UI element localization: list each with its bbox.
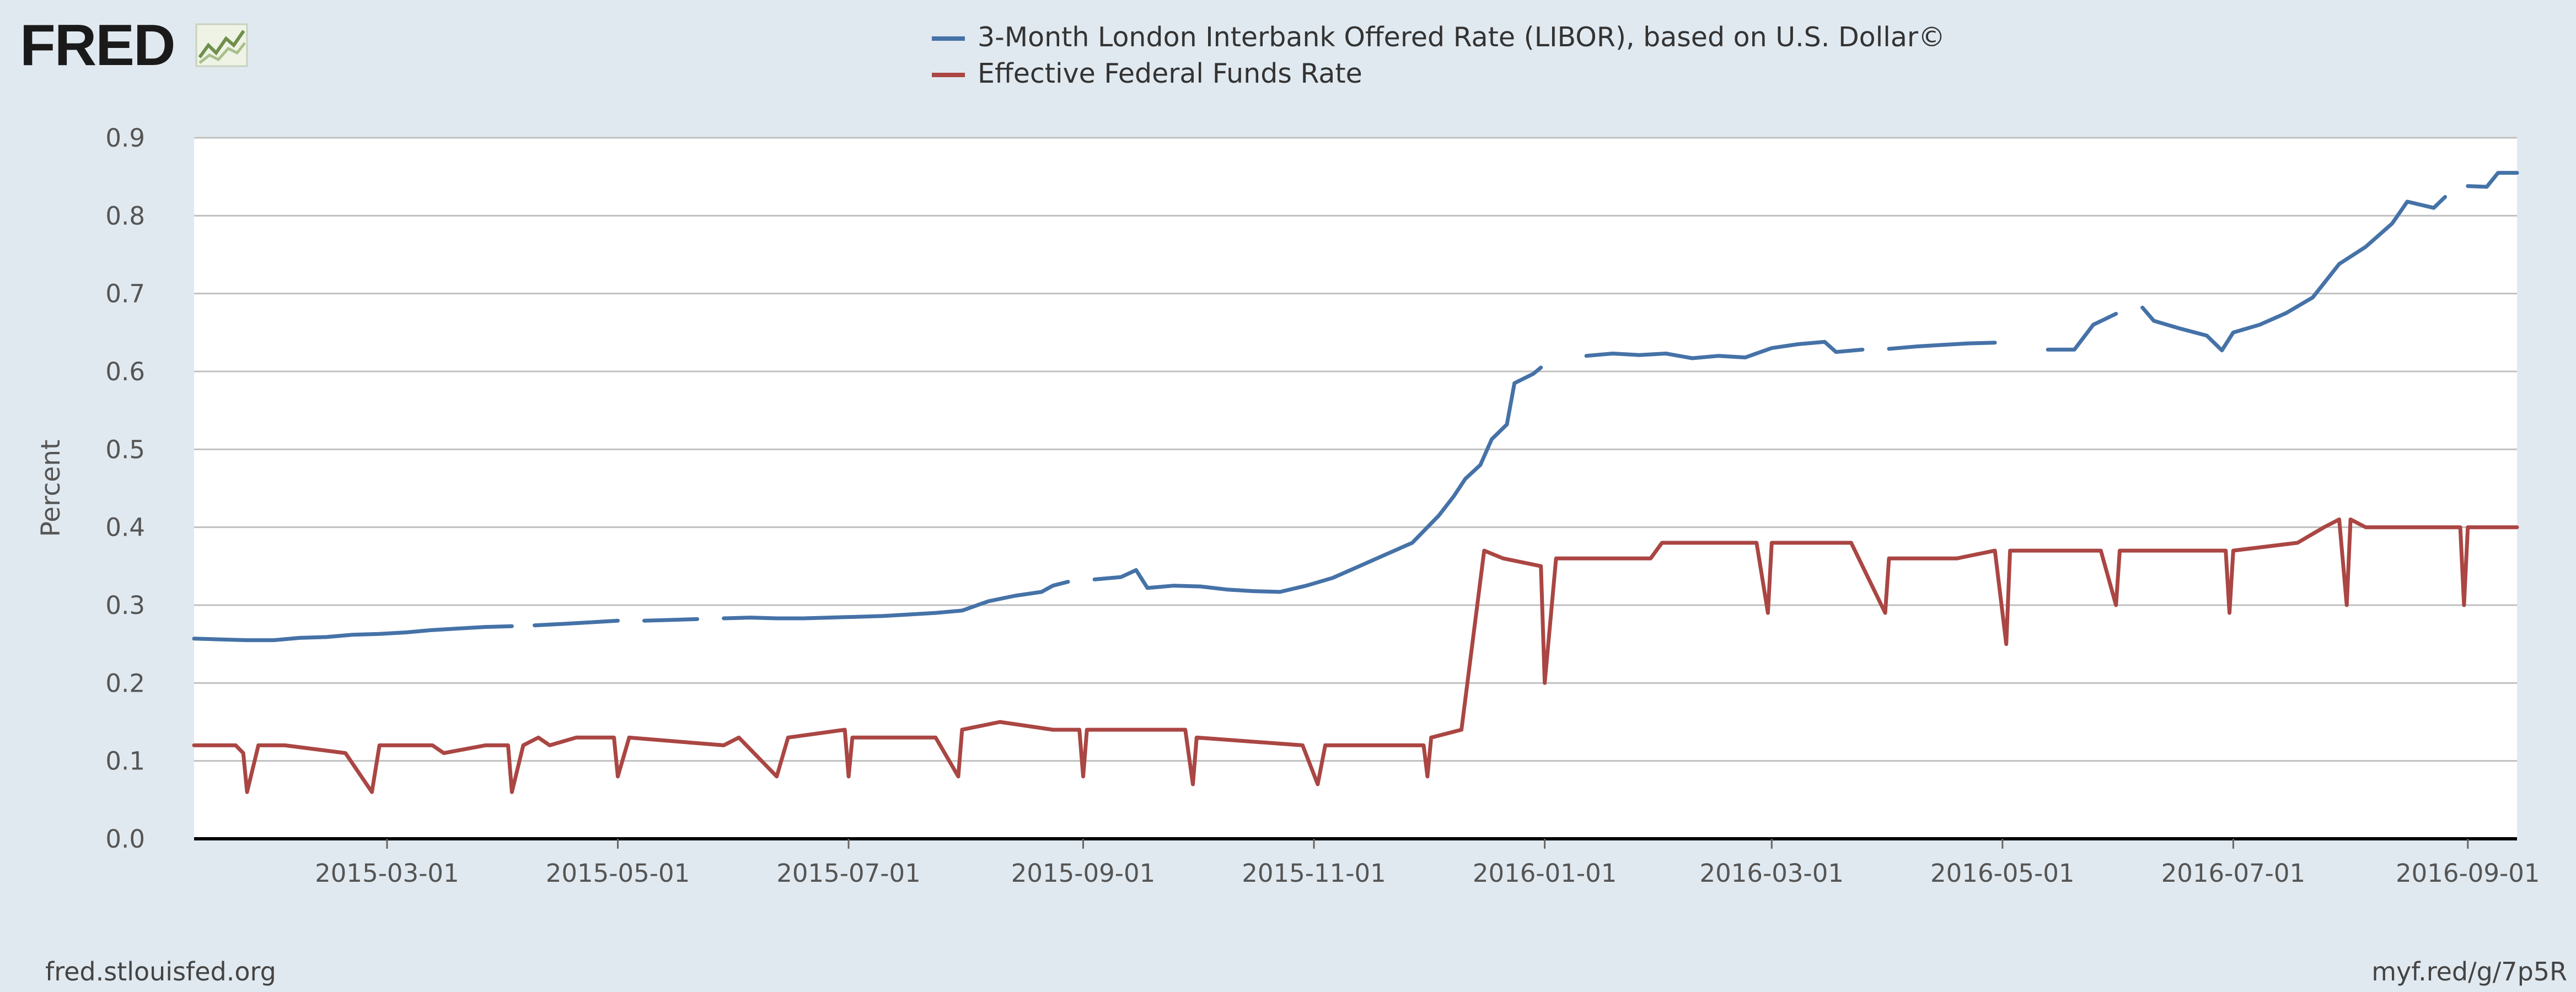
x-tick-label: 2016-01-01 [1473,859,1617,888]
fred-logo-text: FRED [20,13,176,78]
y-tick-label: 0.0 [105,824,145,854]
series-libor [192,171,2519,643]
x-tick-label: 2015-09-01 [1011,859,1156,888]
plot-area [194,138,2517,839]
x-tick-label: 2015-07-01 [776,859,921,888]
legend-label: 3-Month London Interbank Offered Rate (L… [978,21,1945,53]
y-tick-label: 0.2 [105,668,145,698]
short-link[interactable]: myf.red/g/7p5R [2371,957,2567,986]
series-line-segment [722,580,1070,621]
series-line-segment [533,618,620,628]
y-tick-label: 0.5 [105,435,145,464]
series-line-segment [1092,365,1543,594]
series-line-segment [1887,341,1997,351]
y-tick-label: 0.9 [105,123,145,153]
series-line-segment [192,624,514,643]
source-link[interactable]: fred.stlouisfed.org [45,957,276,986]
x-tick-label: 2016-09-01 [2396,859,2540,888]
trend-chart-icon [195,23,248,67]
series-line-segment [642,617,700,623]
series-line-segment [192,517,2519,794]
x-tick-label: 2015-05-01 [546,859,690,888]
series-effr [192,517,2519,794]
series-line-segment [2140,195,2448,353]
x-tick-label: 2016-05-01 [1930,859,2075,888]
x-tick-label: 2016-07-01 [2161,859,2306,888]
y-tick-label: 0.1 [105,747,145,776]
x-tick-label: 2015-11-01 [1242,859,1386,888]
legend-label: Effective Federal Funds Rate [978,58,1362,89]
series-line-segment [1584,339,1865,360]
y-tick-label: 0.6 [105,357,145,386]
y-tick-label: 0.8 [105,201,145,230]
series-line-segment [2046,311,2118,352]
x-tick-label: 2016-03-01 [1700,859,1844,888]
y-tick-label: 0.4 [105,513,145,542]
fred-logo: FRED [20,13,257,78]
x-tick-label: 2015-03-01 [315,859,459,888]
y-tick-label: 0.3 [105,591,145,620]
y-tick-label: 0.7 [105,279,145,309]
y-axis-title: Percent [36,440,66,537]
series-line-segment [2466,171,2519,189]
